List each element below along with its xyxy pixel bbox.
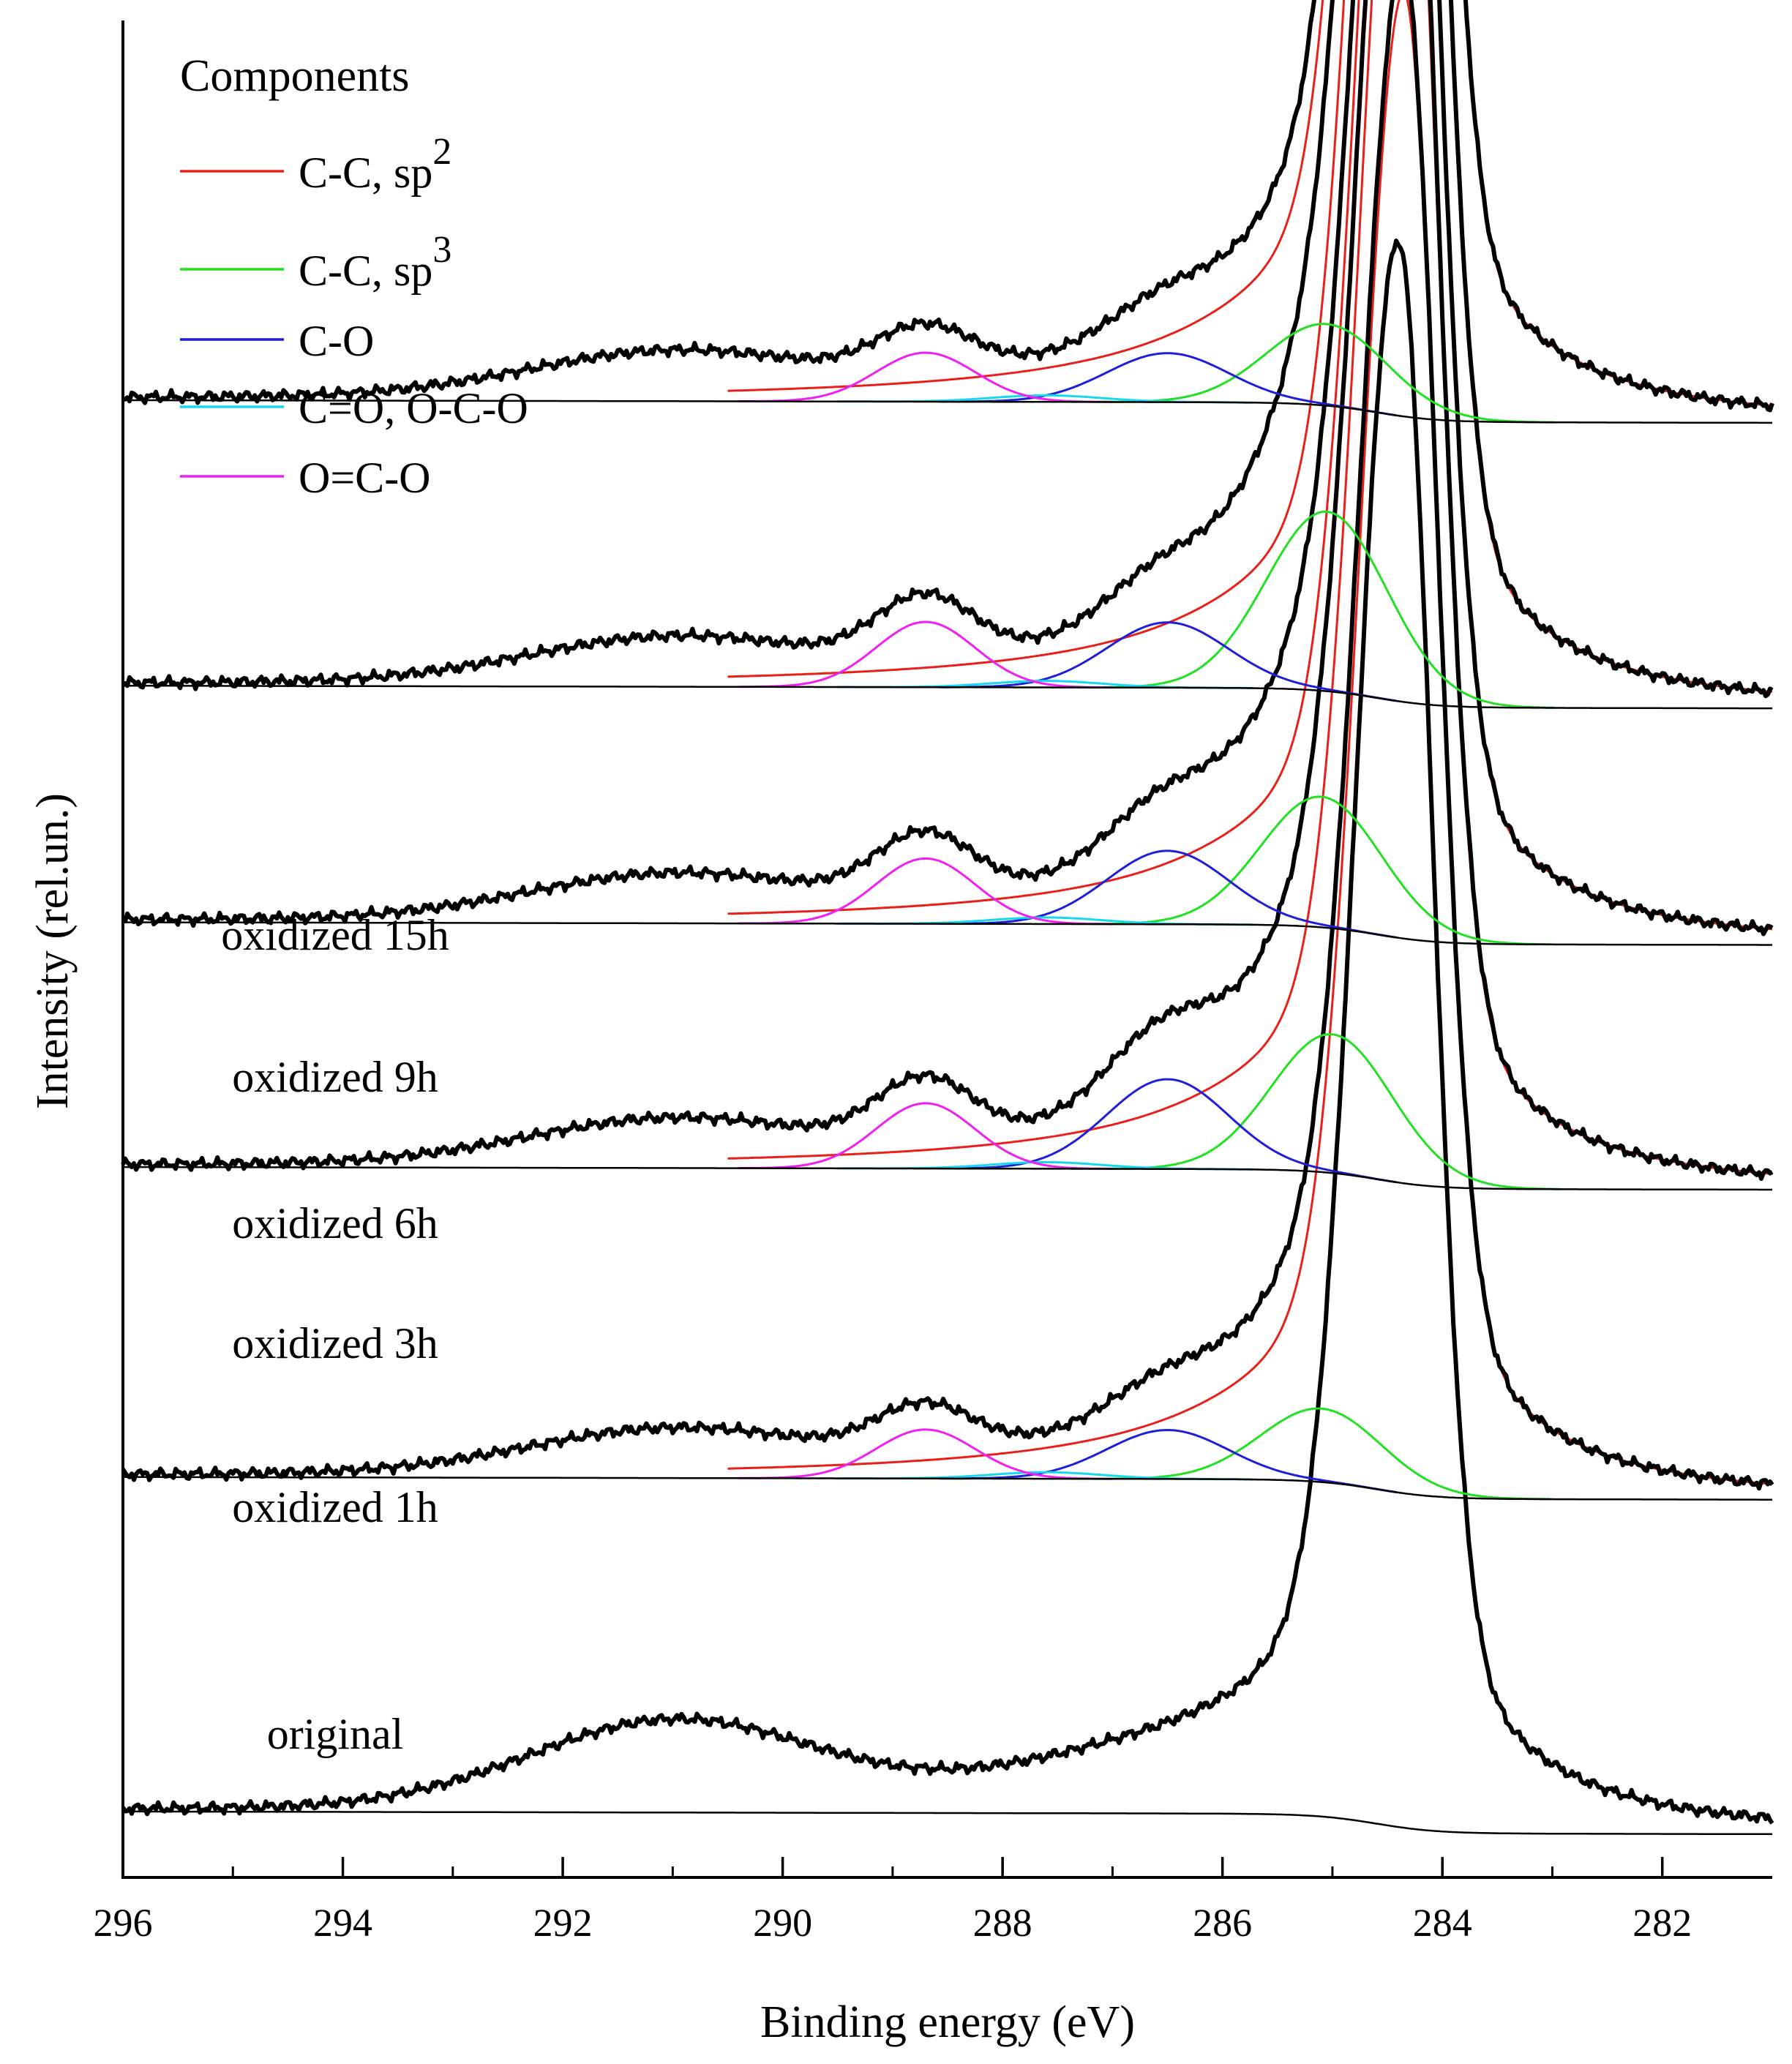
x-axis-title: Binding energy (eV) — [760, 1997, 1135, 2047]
measured-spectrum — [121, 239, 1774, 1825]
legend-title: Components — [180, 51, 409, 101]
x-tick-label: 294 — [313, 1901, 372, 1945]
component-curve — [727, 0, 1773, 1175]
spectrum-label: oxidized 6h — [232, 1199, 438, 1247]
background-line — [122, 399, 1772, 424]
x-tick-label: 290 — [753, 1901, 812, 1945]
x-tick-label: 292 — [533, 1901, 593, 1945]
measured-spectrum — [122, 0, 1774, 413]
background-line — [123, 684, 1772, 710]
spectrum-group: oxidized 9h — [121, 0, 1774, 1101]
spectrum-label: oxidized 1h — [232, 1483, 438, 1531]
component-curve — [738, 857, 1113, 926]
component-curve — [939, 1428, 1397, 1493]
component-curve — [1092, 1407, 1551, 1501]
component-curve — [1092, 795, 1551, 946]
x-ticks: 296 294 292 290 288 286 284 282 — [94, 1857, 1692, 1945]
component-curve — [738, 351, 1113, 403]
component-curve — [1097, 323, 1555, 424]
plot-area: original oxidized 1h oxidized 3h oxidized 6… — [94, 0, 1774, 1945]
spectrum-label: oxidized 15h — [221, 911, 449, 959]
legend-label: C-C, sp3 — [299, 229, 451, 295]
spectrum-label: original — [267, 1710, 404, 1758]
legend-label: C-C, sp2 — [299, 131, 451, 197]
legend: Components C-C, sp2 C-C, sp3 C-O C=O, O-C-O… — [180, 51, 528, 502]
spectrum-label: oxidized 3h — [232, 1319, 438, 1367]
spectrum-label: oxidized 9h — [232, 1053, 438, 1101]
spectrum-group: oxidized 6h — [121, 0, 1774, 1247]
component-curve — [939, 1078, 1397, 1184]
measured-spectrum — [121, 0, 1774, 699]
component-curve — [738, 1428, 1113, 1480]
component-curve — [738, 620, 1113, 689]
measured-spectrum — [121, 0, 1774, 937]
component-curve — [1103, 1033, 1562, 1190]
x-tick-label: 296 — [94, 1901, 153, 1945]
background-line — [122, 1476, 1772, 1501]
series-layer: original oxidized 1h oxidized 3h oxidized 6… — [121, 0, 1774, 1836]
spectrum-group: oxidized 1h — [121, 0, 1774, 1531]
x-tick-label: 282 — [1632, 1901, 1692, 1945]
component-curve — [1097, 510, 1555, 709]
measured-spectrum — [121, 0, 1774, 1181]
component-curve — [939, 621, 1397, 702]
component-curve — [939, 352, 1397, 417]
spectrum-group: original — [121, 239, 1774, 1836]
component-curve — [939, 849, 1397, 939]
background-line — [122, 1166, 1772, 1191]
background-line — [123, 1810, 1772, 1836]
legend-entries: C-C, sp2 C-C, sp3 C-O C=O, O-C-O O=C-O — [180, 131, 528, 502]
component-curve — [727, 0, 1773, 1485]
background-line — [122, 921, 1772, 946]
component-curve — [727, 0, 1773, 407]
spectrum-group: oxidized 15h — [122, 0, 1774, 959]
legend-label: C=O, O-C-O — [299, 384, 528, 432]
component-curve — [738, 1102, 1113, 1170]
spectrum-group: oxidized 3h — [121, 0, 1774, 1367]
legend-label: O=C-O — [299, 454, 431, 502]
x-tick-label: 284 — [1413, 1901, 1472, 1945]
component-curve — [727, 0, 1773, 693]
x-tick-label: 286 — [1193, 1901, 1252, 1945]
x-tick-label: 288 — [973, 1901, 1032, 1945]
legend-superscript: 2 — [432, 131, 451, 173]
legend-superscript: 3 — [432, 229, 451, 271]
legend-label: C-O — [299, 317, 374, 365]
measured-spectrum — [121, 0, 1774, 1491]
y-axis-title: Intensity (rel.un.) — [28, 793, 78, 1109]
